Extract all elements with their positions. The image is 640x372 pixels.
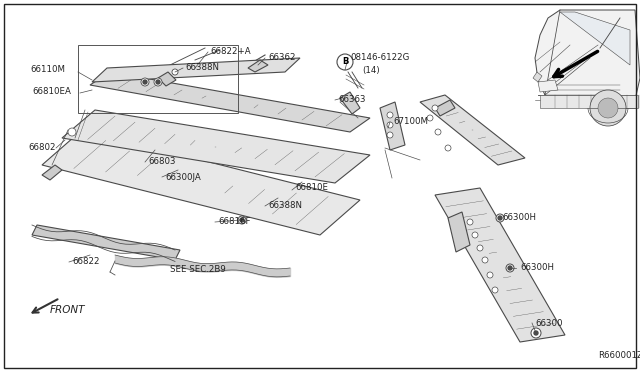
Circle shape xyxy=(492,287,498,293)
Circle shape xyxy=(68,128,76,136)
Circle shape xyxy=(496,214,504,222)
Text: 66816F: 66816F xyxy=(218,218,250,227)
Circle shape xyxy=(435,129,441,135)
Circle shape xyxy=(482,257,488,263)
Text: 66810EA: 66810EA xyxy=(32,87,71,96)
Polygon shape xyxy=(248,60,268,72)
Polygon shape xyxy=(435,188,565,342)
Polygon shape xyxy=(42,165,62,180)
Polygon shape xyxy=(448,212,470,252)
Circle shape xyxy=(387,122,393,128)
Text: 66388N: 66388N xyxy=(185,64,219,73)
Circle shape xyxy=(487,272,493,278)
Text: 66300H: 66300H xyxy=(520,263,554,273)
Circle shape xyxy=(534,331,538,335)
Polygon shape xyxy=(540,95,638,108)
Circle shape xyxy=(531,328,541,338)
Text: 66300: 66300 xyxy=(535,318,563,327)
Circle shape xyxy=(506,264,514,272)
Text: 08146-6122G: 08146-6122G xyxy=(350,54,410,62)
Polygon shape xyxy=(42,130,360,235)
Text: SEE SEC.2B9: SEE SEC.2B9 xyxy=(170,266,226,275)
Circle shape xyxy=(445,145,451,151)
Circle shape xyxy=(432,105,438,111)
Circle shape xyxy=(337,54,353,70)
Text: (14): (14) xyxy=(362,65,380,74)
Text: 67100M: 67100M xyxy=(393,118,428,126)
Circle shape xyxy=(508,266,512,270)
Circle shape xyxy=(156,80,160,84)
Circle shape xyxy=(240,218,244,222)
Circle shape xyxy=(387,112,393,118)
Circle shape xyxy=(477,245,483,251)
Polygon shape xyxy=(158,72,176,86)
Text: FRONT: FRONT xyxy=(50,305,86,315)
Circle shape xyxy=(238,216,246,224)
Text: 66110M: 66110M xyxy=(30,65,65,74)
Text: 66822: 66822 xyxy=(72,257,99,266)
Circle shape xyxy=(387,132,393,138)
Bar xyxy=(78,45,238,113)
Polygon shape xyxy=(62,110,370,183)
Text: 66822+A: 66822+A xyxy=(210,48,251,57)
Polygon shape xyxy=(90,72,370,132)
Circle shape xyxy=(154,78,162,86)
Text: B: B xyxy=(342,58,348,67)
Polygon shape xyxy=(538,80,558,92)
Polygon shape xyxy=(380,102,405,150)
Text: 66300H: 66300H xyxy=(502,214,536,222)
Circle shape xyxy=(172,69,178,75)
Circle shape xyxy=(427,115,433,121)
Polygon shape xyxy=(533,72,542,82)
Text: 66363: 66363 xyxy=(338,96,365,105)
Text: R660001Z: R660001Z xyxy=(598,350,640,359)
Polygon shape xyxy=(535,10,640,108)
Circle shape xyxy=(590,90,626,126)
Text: 66802: 66802 xyxy=(28,144,56,153)
Circle shape xyxy=(143,80,147,84)
Text: 66803: 66803 xyxy=(148,157,175,167)
Polygon shape xyxy=(560,12,630,65)
Circle shape xyxy=(467,219,473,225)
Circle shape xyxy=(598,98,618,118)
Text: 66362: 66362 xyxy=(268,52,296,61)
Polygon shape xyxy=(32,225,180,260)
Polygon shape xyxy=(435,100,455,116)
Circle shape xyxy=(141,78,149,86)
Text: 66300JA: 66300JA xyxy=(165,173,201,182)
Circle shape xyxy=(472,232,478,238)
Text: 66810E: 66810E xyxy=(295,183,328,192)
Polygon shape xyxy=(92,58,300,82)
Polygon shape xyxy=(420,95,525,165)
Circle shape xyxy=(498,216,502,220)
Polygon shape xyxy=(340,92,360,114)
Text: 66388N: 66388N xyxy=(268,201,302,209)
